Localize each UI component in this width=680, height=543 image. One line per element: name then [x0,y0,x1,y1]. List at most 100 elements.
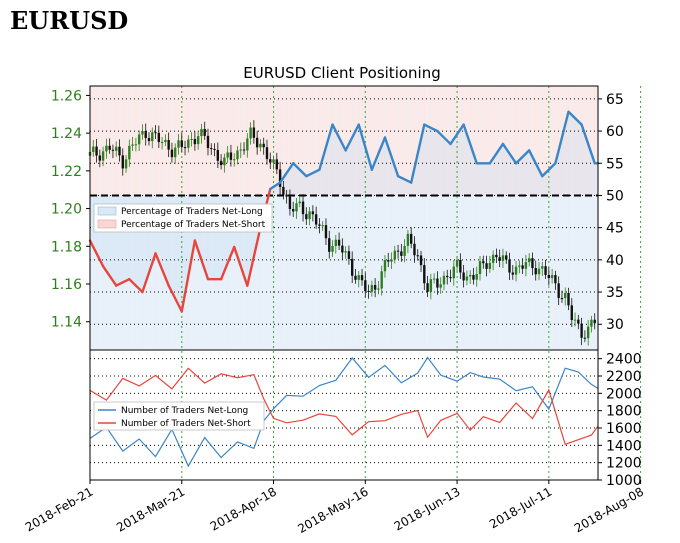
candle-body [570,305,573,321]
candle-body [337,239,341,246]
candle-body [131,144,134,146]
percent-line-segment [154,252,170,287]
candle-body [465,276,469,281]
percent-tick-label: 65 [606,92,624,108]
candle-body [360,275,364,281]
candle-body [233,159,236,161]
percent-line-segment [318,123,334,171]
candle-body [482,261,485,264]
candle-body [577,319,580,324]
percent-tick-label: 35 [606,285,624,301]
percent-line-segment [370,136,387,171]
percent-line-segment [101,265,118,287]
percent-line-segment [88,239,105,268]
net-short-zone [90,86,598,196]
candle-body [170,149,174,158]
percent-line-segment [344,123,360,152]
x-axis-ticks: 2018-Feb-21 2018-Mar-21 2018-Apr-18 2018-Ma… [23,480,646,536]
candle-body [400,251,403,256]
percent-tick-label: 45 [606,221,624,237]
x-tick-label: 2018-Aug-08 [572,484,646,535]
candle-body [459,259,462,273]
candle-body [101,151,105,161]
candle-body [560,298,564,300]
percent-line-segment [567,110,583,126]
candle-body [544,266,547,275]
candle-body [154,132,157,134]
candle-body [498,257,501,261]
percent-line-segment [423,123,439,133]
candle-body [305,214,308,220]
candle-body [193,139,197,145]
candle-body [98,155,102,161]
candle-body [409,233,413,244]
candle-body [262,143,265,148]
count-tick-label: 2400 [606,352,642,368]
percent-line-segment [115,277,131,287]
price-tick-label: 1.18 [51,239,82,255]
candle-body [387,260,390,262]
candle-body [531,258,534,269]
legend-label: Percentage of Traders Net-Short [121,220,266,230]
candle-body [137,134,141,145]
candle-body [439,284,442,288]
candle-body [147,138,151,142]
candle-body [390,259,393,262]
percent-area [90,111,598,312]
candle-body [521,265,524,269]
candle-body [111,149,115,151]
candle-body [134,144,138,146]
candle-body [275,159,279,170]
candle-body [586,326,590,339]
percent-line-segment [436,129,452,146]
candle-body [282,186,285,195]
candle-body [514,266,518,275]
percent-tick-label: 30 [606,317,624,333]
candle-body [246,138,249,151]
candle-body [554,275,557,284]
percent-line-segment [514,149,531,165]
candle-body [331,246,334,252]
candle-body [157,132,161,143]
candle-body [183,147,187,149]
percent-tick-label: 55 [606,156,624,172]
series-line-1 [89,367,599,446]
candle-body [488,262,492,269]
percent-line-segment [396,174,413,184]
candle-body [272,159,275,163]
candle-body [278,169,282,187]
candle-body [511,272,514,275]
price-tick-label: 1.26 [51,88,82,104]
count-tick-label: 1800 [606,404,642,420]
candle-body [311,211,315,215]
candle-body [370,284,374,292]
legend-box [93,203,273,233]
candle-body [206,135,210,149]
candle-body [564,292,567,299]
count-tick-label: 1200 [606,456,642,472]
candle-body [485,263,488,269]
candle-body [524,262,528,269]
candle-body [177,140,180,148]
x-tick-label: 2018-May-16 [295,484,370,536]
candle-body [573,319,577,321]
x-tick-label: 2018-Jul-11 [487,484,554,531]
x-tick-label: 2018-Feb-21 [23,484,96,534]
candle-body [547,274,551,279]
candle-body [452,266,455,279]
candle-body [341,245,344,253]
candle-body [124,159,128,169]
candle-body [567,292,570,306]
candle-body [537,268,541,275]
percent-line-segment [180,239,197,313]
candle-body [314,214,318,225]
candle-body [541,266,544,269]
percent-line-segment [219,245,236,281]
candle-body [393,250,396,260]
candle-body [190,139,193,141]
candle-body [118,146,121,156]
percent-line-segment [269,181,282,191]
candle-body [95,146,98,156]
percent-tick-label: 60 [606,124,624,140]
